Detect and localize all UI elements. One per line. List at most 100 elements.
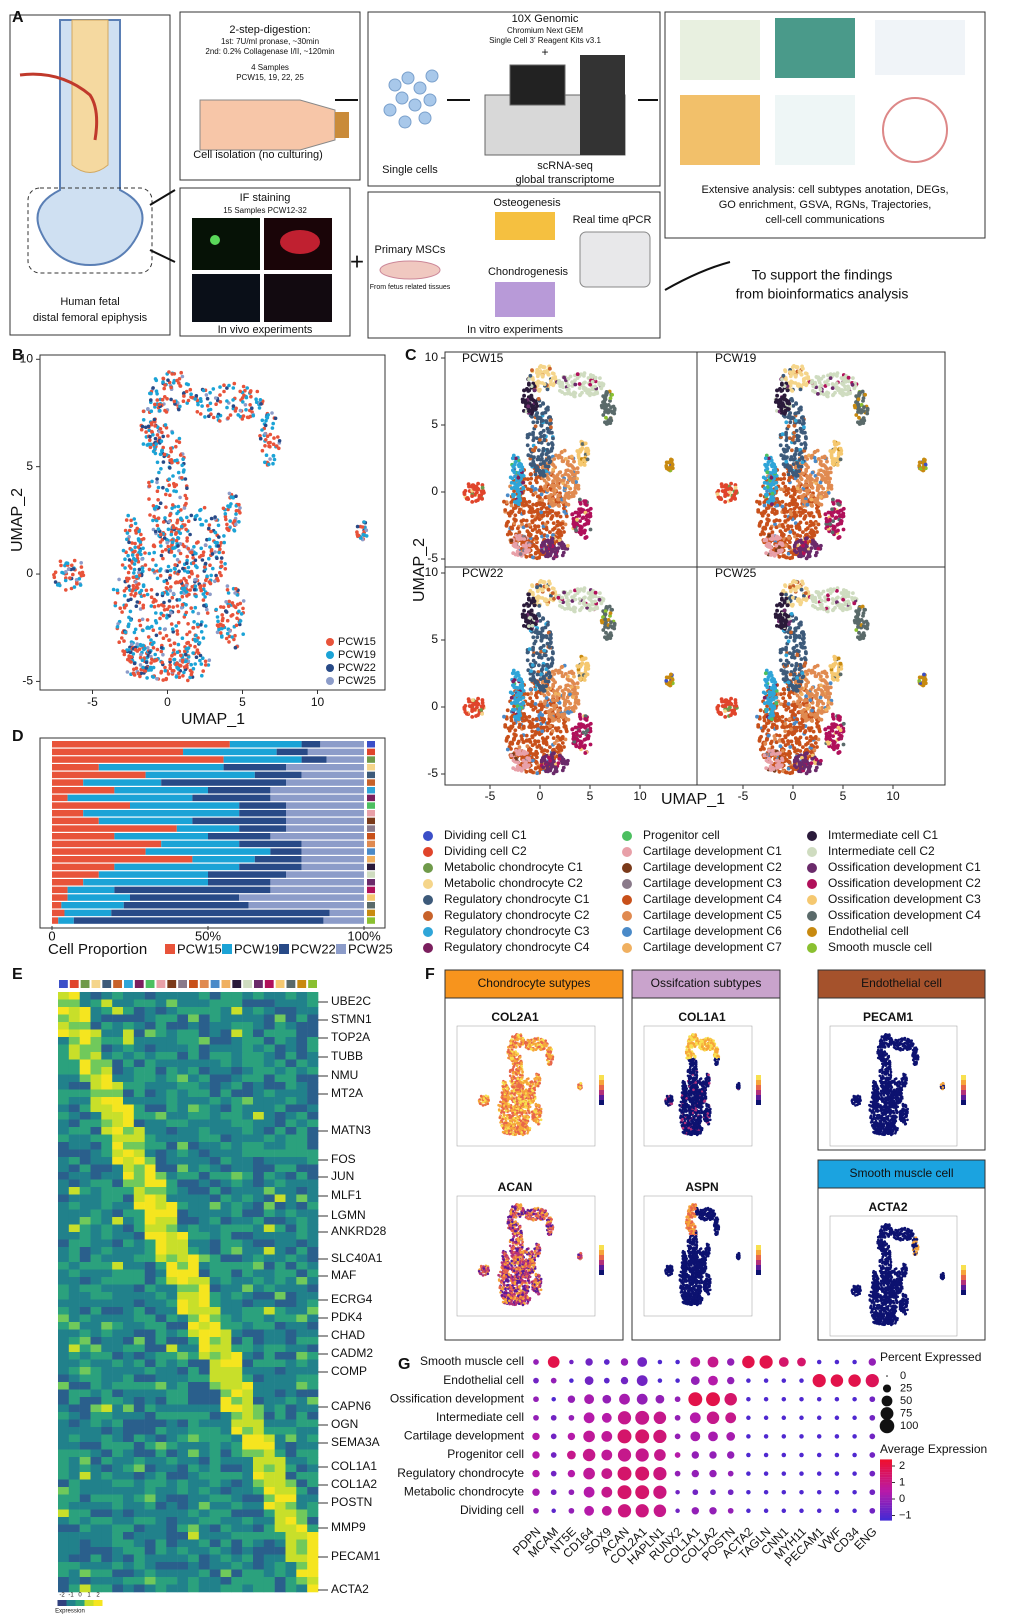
cell-dot — [795, 429, 799, 433]
cell-dot — [190, 673, 194, 677]
cell-dot — [223, 562, 227, 566]
cell-dot — [185, 584, 189, 588]
cell-dot — [268, 457, 272, 461]
cell-dot — [526, 529, 530, 533]
cell-dot — [771, 534, 775, 538]
cell-dot — [131, 553, 135, 557]
cell-dot — [176, 650, 180, 654]
cell-dot — [116, 588, 120, 592]
cell-dot — [198, 509, 202, 513]
cell-dot — [862, 396, 866, 400]
cell-dot — [227, 591, 231, 595]
cell-dot — [221, 624, 225, 628]
cell-dot — [252, 414, 256, 418]
cell-dot — [174, 445, 178, 449]
cell-dot — [54, 570, 58, 574]
cell-dot — [531, 653, 535, 657]
cell-dot — [204, 624, 208, 628]
cell-dot — [158, 627, 162, 631]
cell-dot — [161, 486, 165, 490]
cell-dot — [557, 692, 561, 696]
cell-dot — [836, 536, 840, 540]
cell-dot — [552, 672, 556, 676]
cell-dot — [148, 484, 152, 488]
cell-dot — [234, 646, 238, 650]
cell-dot — [159, 574, 163, 578]
cell-dot — [132, 668, 136, 672]
cell-dot — [510, 539, 514, 543]
cell-dot — [204, 663, 208, 667]
cell-dot — [163, 608, 167, 612]
cell-dot — [793, 424, 797, 428]
cell-dot — [794, 449, 798, 453]
label: GO enrichment, GSVA, RGNs, Trajectories, — [719, 199, 932, 211]
cell-dot — [219, 400, 223, 404]
cell-dot — [114, 601, 118, 605]
cell-dot — [594, 376, 598, 380]
cell-dot — [571, 480, 575, 484]
cell-dot — [807, 477, 811, 481]
cell-dot — [769, 546, 773, 550]
legend-swatch — [326, 677, 334, 685]
cell-dot — [141, 658, 145, 662]
cell-dot — [784, 556, 788, 560]
cell-dot — [837, 442, 841, 446]
cell-dot — [137, 537, 141, 541]
cell-dot — [534, 491, 538, 495]
cell-dot — [523, 719, 527, 723]
cell-dot — [781, 432, 785, 436]
cell-dot — [259, 402, 263, 406]
label: scRNA-seq — [537, 160, 593, 172]
cell-dot — [782, 374, 786, 378]
cell-dot — [56, 583, 60, 587]
cell-dot — [176, 604, 180, 608]
cell-dot — [138, 568, 142, 572]
cell-dot — [215, 556, 219, 560]
cell-dot — [207, 527, 211, 531]
cell-dot — [510, 481, 514, 485]
cell-dot — [173, 658, 177, 662]
cell-dot — [169, 589, 173, 593]
cell-dot — [805, 521, 809, 525]
cell-dot — [563, 497, 567, 501]
cell-dot — [813, 533, 817, 537]
cell-dot — [544, 554, 548, 558]
cell-dot — [723, 494, 727, 498]
cell-dot — [173, 554, 177, 558]
cell-dot — [227, 600, 231, 604]
cell-dot — [575, 449, 579, 453]
cell-dot — [541, 449, 545, 453]
cell-dot — [669, 466, 673, 470]
cell-dot — [162, 601, 166, 605]
cell-dot — [802, 425, 806, 429]
cell-dot — [182, 671, 186, 675]
cell-dot — [794, 374, 798, 378]
cell-dot — [162, 604, 166, 608]
cell-dot — [479, 493, 483, 497]
cell-dot — [78, 577, 82, 581]
tower — [580, 55, 625, 155]
cell-dot — [196, 410, 200, 414]
cell-dot — [174, 624, 178, 628]
cell-dot — [195, 394, 199, 398]
cell-dot — [546, 388, 550, 392]
cell-dot — [787, 487, 791, 491]
cell-dot — [758, 523, 762, 527]
cell-dot — [154, 611, 158, 615]
cell-dot — [241, 607, 245, 611]
cell-dot — [787, 446, 791, 450]
cell-dot — [549, 640, 553, 644]
label: To support the findings — [752, 267, 893, 283]
cell-dot — [222, 507, 226, 511]
cell-dot — [528, 481, 532, 485]
cell-dot — [228, 505, 232, 509]
cell-dot — [68, 576, 72, 580]
cell-dot — [798, 514, 802, 518]
cell-dot — [177, 672, 181, 676]
cell-dot — [829, 466, 833, 470]
cell-dot — [579, 372, 583, 376]
cell-dot — [248, 403, 252, 407]
cell-dot — [545, 696, 549, 700]
cell-dot — [866, 407, 870, 411]
cell-dot — [575, 518, 579, 522]
